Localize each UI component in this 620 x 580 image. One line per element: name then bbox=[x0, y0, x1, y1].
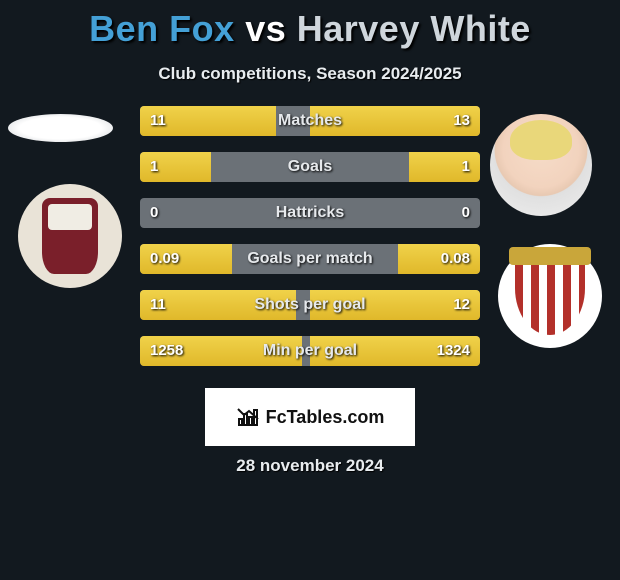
comparison-title: Ben Fox vs Harvey White bbox=[0, 0, 620, 50]
club-crest-icon bbox=[42, 198, 98, 274]
stat-bars-container: 1113Matches 11Goals 00Hattricks 0.090.08Goa… bbox=[140, 106, 480, 382]
date-label: 28 november 2024 bbox=[0, 456, 620, 476]
player1-avatar bbox=[8, 114, 113, 142]
player2-name: Harvey White bbox=[297, 8, 531, 49]
stat-row: 11Goals bbox=[140, 152, 480, 182]
player1-name: Ben Fox bbox=[89, 8, 235, 49]
stat-label: Hattricks bbox=[140, 198, 480, 228]
stat-label: Goals bbox=[140, 152, 480, 182]
stat-row: 1113Matches bbox=[140, 106, 480, 136]
club-crest-icon bbox=[515, 257, 585, 335]
stat-row: 12581324Min per goal bbox=[140, 336, 480, 366]
stat-label: Min per goal bbox=[140, 336, 480, 366]
stat-row: 0.090.08Goals per match bbox=[140, 244, 480, 274]
subtitle: Club competitions, Season 2024/2025 bbox=[0, 64, 620, 84]
stat-label: Goals per match bbox=[140, 244, 480, 274]
branding-text: FcTables.com bbox=[266, 407, 385, 428]
player2-avatar bbox=[490, 114, 592, 216]
branding-badge: FcTables.com bbox=[205, 388, 415, 446]
stat-label: Shots per goal bbox=[140, 290, 480, 320]
stat-row: 1112Shots per goal bbox=[140, 290, 480, 320]
player2-club-badge bbox=[498, 244, 602, 348]
vs-label: vs bbox=[245, 8, 286, 49]
stat-row: 00Hattricks bbox=[140, 198, 480, 228]
player1-club-badge bbox=[18, 184, 122, 288]
stat-label: Matches bbox=[140, 106, 480, 136]
chart-icon bbox=[236, 405, 260, 429]
